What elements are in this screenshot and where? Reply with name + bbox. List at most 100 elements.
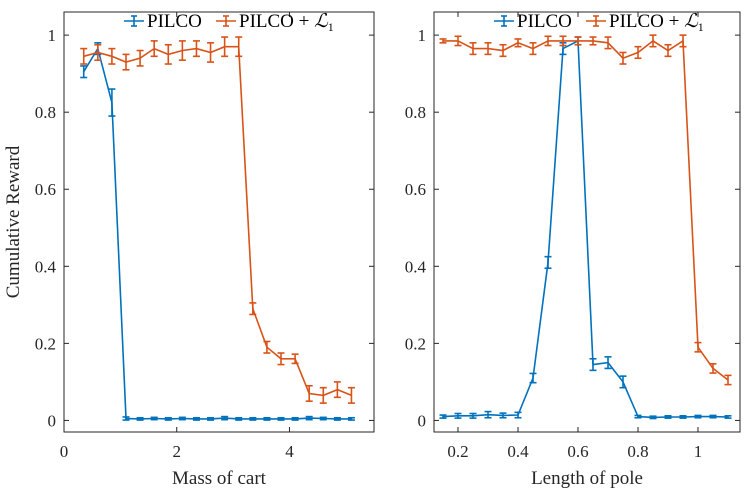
error-bar <box>634 414 642 419</box>
series-pilco-l1 <box>439 34 732 386</box>
x-tick-label: 1 <box>694 442 703 461</box>
legend-item: PILCO <box>494 11 572 32</box>
error-bar <box>499 43 507 58</box>
error-bar <box>559 35 567 47</box>
error-bar <box>333 381 341 399</box>
x-tick-label: 2 <box>172 442 181 461</box>
error-bar <box>514 411 522 419</box>
error-bar <box>263 340 271 354</box>
error-bar <box>291 416 299 421</box>
error-bar <box>305 384 313 402</box>
error-bar <box>192 40 200 58</box>
error-bar <box>178 416 186 421</box>
error-bar <box>277 352 285 366</box>
panel-length-of-pole: 0 0.2 0.4 0.6 0.8 1 0.2 0.4 0.6 0.8 1 Length of pol… <box>405 11 741 489</box>
axes-box <box>63 11 375 433</box>
error-bar <box>604 356 612 370</box>
error-bar <box>619 375 627 389</box>
axes-box <box>433 11 741 433</box>
legend-item: PILCO <box>124 11 202 32</box>
error-bar <box>108 88 116 117</box>
error-bar <box>333 416 341 421</box>
error-bar <box>574 36 582 46</box>
legend-label: PILCO + ℒ1 <box>239 11 334 34</box>
error-bar <box>122 416 130 421</box>
error-bar <box>319 386 327 404</box>
error-bar <box>150 40 158 58</box>
error-bar <box>664 415 672 419</box>
series-line <box>83 46 352 420</box>
error-bar <box>454 35 462 47</box>
error-bar <box>619 51 627 65</box>
error-bar <box>192 416 200 421</box>
error-bar <box>249 416 257 421</box>
error-bar <box>122 53 130 71</box>
series-line <box>442 39 729 419</box>
error-bar <box>544 35 552 47</box>
y-tick-label: 1 <box>418 26 427 45</box>
error-bar <box>694 414 702 419</box>
error-bar <box>484 410 492 419</box>
error-bar <box>164 416 172 421</box>
y-tick-label: 0 <box>418 411 427 430</box>
error-bar <box>305 415 313 421</box>
y-axis-label: Cumulative Reward <box>3 145 24 298</box>
error-bar <box>291 353 299 365</box>
error-bar <box>136 416 144 421</box>
error-bar <box>439 414 447 419</box>
error-bar <box>136 49 144 67</box>
error-bar <box>277 416 285 421</box>
panel-mass-of-cart: 0 0.2 0.4 0.6 0.8 1 0 2 4 Mass of cart Cumulative … <box>3 11 375 489</box>
error-bar <box>439 38 447 44</box>
error-bar <box>649 34 657 48</box>
legend: PILCO PILCO + ℒ1 <box>494 11 704 34</box>
error-bar <box>319 416 327 421</box>
series-pilco-l1 <box>80 36 355 404</box>
error-bar <box>235 416 243 421</box>
y-tick-label: 0.6 <box>405 180 426 199</box>
error-bar <box>80 47 88 65</box>
error-bar <box>709 414 717 419</box>
error-bar <box>709 362 717 374</box>
error-bar <box>150 416 158 421</box>
error-bar <box>649 415 657 420</box>
error-bar <box>634 45 642 60</box>
y-tick-label: 0.6 <box>35 180 56 199</box>
legend-label: PILCO <box>147 11 202 32</box>
error-bar <box>499 412 507 419</box>
error-bar <box>724 415 732 419</box>
error-bar <box>664 43 672 58</box>
error-bar <box>694 341 702 353</box>
x-tick-label: 0 <box>60 442 69 461</box>
error-bar <box>589 357 597 372</box>
x-axis-label: Mass of cart <box>172 468 267 489</box>
error-bar <box>514 38 522 48</box>
error-bar <box>94 43 102 61</box>
error-bar <box>589 36 597 46</box>
legend: PILCO PILCO + ℒ1 <box>124 11 334 34</box>
y-tick-label: 0.4 <box>35 257 57 276</box>
error-bar <box>484 42 492 56</box>
y-tick-label: 0.8 <box>405 103 426 122</box>
x-tick-label: 0.8 <box>627 442 648 461</box>
error-bar <box>469 412 477 419</box>
legend-label: PILCO + ℒ1 <box>609 11 704 34</box>
error-bar <box>347 386 355 404</box>
error-bar <box>679 34 687 48</box>
y-tick-label: 0.2 <box>35 334 56 353</box>
y-tick-label: 1 <box>48 26 57 45</box>
series-pilco <box>80 42 355 421</box>
error-bar <box>108 47 116 65</box>
y-tick-label: 0.8 <box>35 103 56 122</box>
series-line <box>83 45 352 397</box>
series-line <box>443 39 729 381</box>
legend-label: PILCO <box>517 11 572 32</box>
x-axis-label: Length of pole <box>531 468 643 489</box>
error-bar <box>80 65 88 79</box>
error-bar <box>207 42 215 63</box>
y-tick-label: 0.4 <box>405 257 427 276</box>
error-bar <box>469 42 477 56</box>
x-tick-label: 0.6 <box>567 442 588 461</box>
error-bar <box>235 36 243 58</box>
